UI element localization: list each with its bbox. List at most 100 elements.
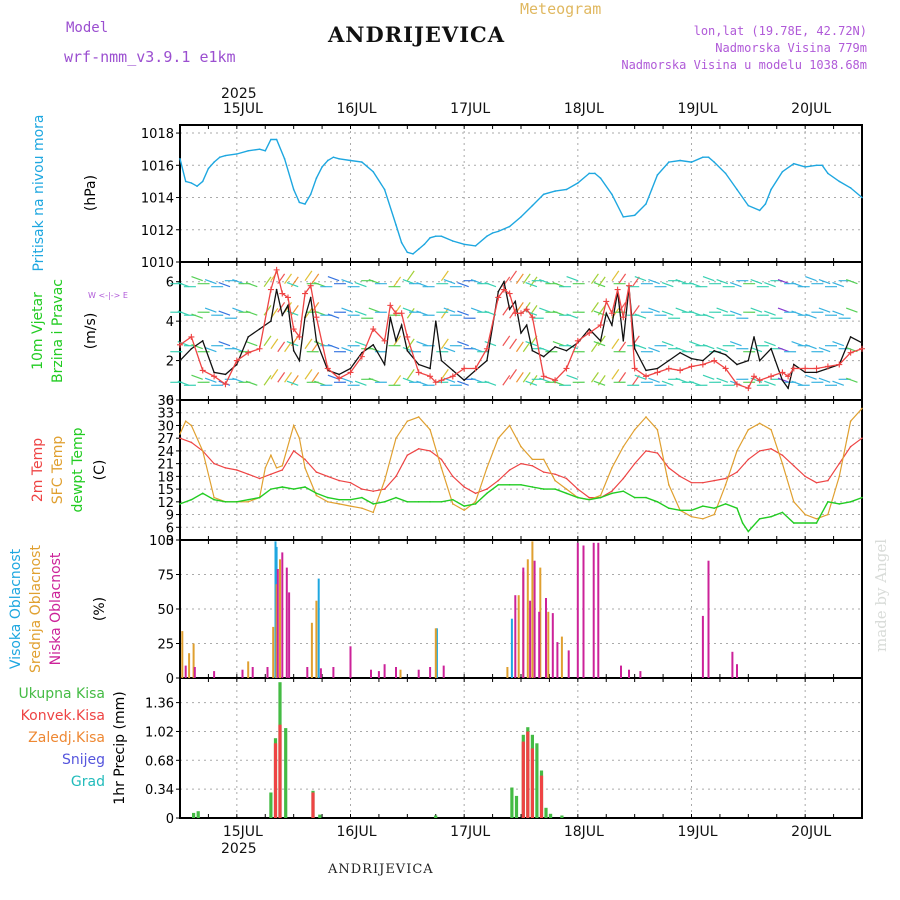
- data-point: [349, 367, 352, 370]
- data-point: [565, 492, 568, 495]
- page-title: ANDRIJEVICA: [328, 22, 506, 47]
- data-point: [315, 492, 318, 495]
- data-point: [247, 336, 249, 338]
- bar-niska-oblacnost: [241, 669, 244, 678]
- gust-marker: [273, 266, 280, 273]
- data-point: [406, 251, 409, 254]
- data-point: [724, 477, 727, 480]
- data-point: [588, 328, 590, 330]
- data-point: [667, 161, 670, 163]
- wind-barb: [805, 313, 817, 319]
- data-point: [724, 353, 727, 356]
- data-point: [861, 437, 863, 439]
- data-point: [275, 288, 278, 291]
- data-point: [201, 340, 204, 342]
- data-point: [622, 477, 625, 480]
- series-line-dewpt-temp: [179, 484, 863, 533]
- footer-station: ANDRIJEVICA: [328, 862, 434, 877]
- wind-barb: [177, 282, 190, 288]
- data-point: [554, 190, 556, 192]
- gust-marker: [483, 345, 490, 352]
- bar-konvek-kisa: [530, 748, 534, 818]
- precip-legend-1: Konvek.Kisa: [21, 708, 105, 724]
- data-point: [736, 188, 738, 191]
- data-point: [258, 496, 261, 499]
- data-point: [213, 496, 215, 499]
- bar-niska-oblacnost: [193, 667, 196, 678]
- wind-barb: [311, 273, 320, 285]
- data-point: [793, 162, 795, 165]
- data-point: [770, 515, 772, 518]
- wind-barb: [515, 341, 524, 353]
- data-point: [633, 462, 636, 465]
- cloud-units-label: (%): [92, 597, 108, 621]
- data-point: [503, 280, 505, 283]
- data-point: [309, 193, 312, 196]
- panel-frame-pressure: [179, 124, 863, 263]
- data-point: [804, 522, 806, 524]
- wind-barb: [832, 380, 845, 386]
- wind-barb: [675, 347, 688, 353]
- bar-niska-oblacnost: [417, 669, 420, 678]
- y-tick-label: 1.02: [145, 725, 174, 740]
- data-point: [554, 488, 556, 490]
- data-point: [486, 359, 488, 362]
- bar-konvek-kisa: [526, 731, 530, 818]
- wind-barb: [634, 344, 647, 350]
- bar-niska-oblacnost: [281, 552, 284, 678]
- wind-barb: [702, 276, 715, 282]
- wind-barb: [611, 270, 620, 282]
- gust-marker: [574, 337, 581, 344]
- wind-barb: [470, 347, 483, 353]
- data-point: [599, 496, 602, 499]
- data-point: [406, 420, 409, 423]
- wind-barb: [729, 282, 742, 288]
- wind-barb: [777, 279, 790, 285]
- data-point: [611, 490, 613, 493]
- wind-barb: [845, 307, 858, 313]
- gust-marker: [540, 373, 547, 380]
- bar-niska-oblacnost: [736, 664, 738, 678]
- wind-barb: [286, 380, 299, 386]
- data-point: [770, 428, 772, 431]
- data-point: [326, 501, 329, 503]
- data-point: [690, 161, 693, 163]
- gust-marker: [552, 377, 559, 384]
- wind-barb: [515, 372, 524, 383]
- data-point: [213, 161, 215, 163]
- data-point: [270, 138, 272, 141]
- wind-barb: [729, 341, 742, 347]
- gust-marker: [563, 365, 570, 372]
- bar-srednja-oblacnost: [531, 541, 534, 678]
- wind-barb: [515, 273, 524, 285]
- bar-ukupna-kisa: [269, 792, 273, 818]
- bottom-day-label: 20JUL: [791, 824, 831, 840]
- data-point: [645, 450, 647, 452]
- gust-marker: [785, 373, 792, 380]
- data-point: [434, 235, 437, 238]
- y-tick-label: 0.34: [145, 783, 174, 798]
- gust-marker: [665, 365, 672, 372]
- bar-niska-oblacnost: [251, 667, 254, 678]
- gust-marker: [302, 290, 309, 297]
- data-point: [531, 486, 534, 488]
- data-point: [667, 507, 670, 509]
- bottom-day-label: 19JUL: [678, 824, 718, 840]
- data-point: [520, 332, 522, 334]
- data-point: [315, 177, 318, 179]
- y-tick-label: 75: [157, 569, 174, 584]
- data-point: [184, 420, 187, 423]
- data-point: [611, 193, 613, 196]
- data-point: [827, 501, 829, 503]
- wind-barb: [263, 375, 272, 386]
- wind-barb: [368, 279, 381, 285]
- gust-marker: [603, 298, 610, 305]
- data-point: [781, 170, 784, 173]
- wind-barb: [675, 279, 688, 285]
- data-point: [588, 172, 590, 175]
- bar-ukupna-kisa: [510, 787, 514, 818]
- bar-niska-oblacnost: [266, 667, 269, 678]
- data-point: [531, 464, 534, 467]
- data-point: [679, 351, 681, 354]
- precip-legend-3: Snijeg: [62, 752, 105, 768]
